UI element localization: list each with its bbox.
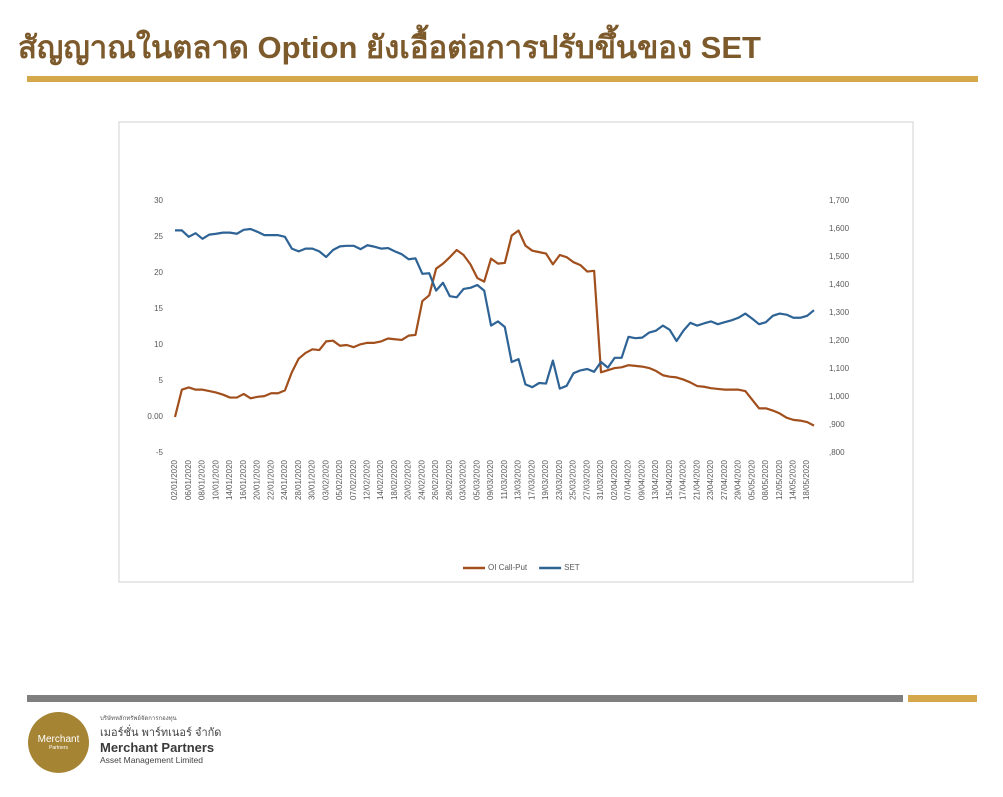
- x-tick-label: 22/01/2020: [266, 459, 275, 500]
- x-tick-label: 28/02/2020: [445, 459, 454, 500]
- x-tick-label: 15/04/2020: [665, 459, 674, 500]
- x-tick-label: 05/02/2020: [335, 459, 344, 500]
- y-tick-label: 10: [154, 340, 163, 349]
- y2-tick-label: ,900: [829, 420, 845, 429]
- x-tick-label: 05/05/2020: [747, 459, 756, 500]
- logo-text: Partners: [49, 745, 68, 751]
- y-tick-label: 25: [154, 232, 163, 241]
- brand-text: บริษัทหลักทรัพย์จัดการกองทุน: [100, 716, 177, 722]
- x-tick-label: 14/05/2020: [788, 459, 797, 500]
- series-line: [173, 229, 815, 427]
- y-tick-label: -5: [156, 448, 164, 457]
- x-tick-label: 07/02/2020: [349, 459, 358, 500]
- series-line: [175, 227, 815, 390]
- footer-rule-accent: [908, 695, 977, 702]
- x-tick-label: 11/03/2020: [500, 459, 509, 499]
- x-tick-label: 20/02/2020: [404, 459, 413, 500]
- x-tick-label: 03/02/2020: [321, 459, 330, 500]
- x-tick-label: 13/03/2020: [514, 459, 523, 500]
- x-tick-label: 17/03/2020: [527, 459, 536, 500]
- x-tick-label: 02/04/2020: [610, 459, 619, 500]
- x-tick-label: 12/02/2020: [362, 459, 371, 500]
- slide-title: สัญญาณในตลาด Option ยังเอื้อต่อการปรับขึ…: [18, 30, 761, 65]
- x-tick-label: 25/03/2020: [569, 459, 578, 500]
- x-tick-label: 27/03/2020: [582, 459, 591, 500]
- y2-tick-label: 1,100: [829, 364, 850, 373]
- y2-tick-label: 1,400: [829, 280, 850, 289]
- brand-text: Asset Management Limited: [100, 755, 203, 765]
- x-tick-label: 06/01/2020: [184, 459, 193, 500]
- x-tick-label: 21/04/2020: [692, 459, 701, 500]
- y-tick-label: 20: [154, 268, 163, 277]
- x-tick-label: 17/04/2020: [679, 459, 688, 500]
- y2-tick-label: ,800: [829, 448, 845, 457]
- x-tick-label: 28/01/2020: [294, 459, 303, 500]
- y2-tick-label: 1,700: [829, 196, 850, 205]
- brand: บริษัทหลักทรัพย์จัดการกองทุน เมอร์ชั่น พ…: [100, 713, 221, 765]
- x-tick-label: 23/04/2020: [706, 459, 715, 500]
- y-tick-label: 5: [159, 376, 164, 385]
- y2-tick-label: 1,600: [829, 224, 850, 233]
- x-tick-label: 02/01/2020: [170, 459, 179, 500]
- y-tick-label: 0.00: [147, 412, 163, 421]
- x-tick-label: 14/02/2020: [376, 459, 385, 500]
- x-tick-label: 08/05/2020: [761, 459, 770, 500]
- title-rule: [27, 76, 978, 82]
- x-tick-label: 14/01/2020: [225, 459, 234, 500]
- y2-tick-label: 1,200: [829, 336, 850, 345]
- x-tick-label: 18/05/2020: [802, 459, 811, 500]
- legend-label: SET: [564, 563, 580, 572]
- y-tick-label: 15: [154, 304, 163, 313]
- logo-text: Merchant: [37, 734, 80, 745]
- x-tick-label: 03/03/2020: [459, 459, 468, 500]
- x-tick-label: 09/04/2020: [637, 459, 646, 500]
- x-tick-label: 10/01/2020: [211, 459, 220, 500]
- y-tick-label: 30: [154, 196, 163, 205]
- x-tick-label: 13/04/2020: [651, 459, 660, 500]
- x-tick-label: 18/02/2020: [390, 459, 399, 500]
- x-tick-label: 12/05/2020: [775, 459, 784, 500]
- x-tick-label: 08/01/2020: [198, 459, 207, 500]
- x-tick-label: 31/03/2020: [596, 459, 605, 500]
- x-tick-label: 19/03/2020: [541, 459, 550, 500]
- y2-tick-label: 1,300: [829, 308, 850, 317]
- chart: -5 0.00 5 10 15 20 25 30 ,800 ,900 1,000 1,100 1,200…: [118, 121, 914, 583]
- x-tick-label: 07/04/2020: [624, 459, 633, 500]
- x-tick-label: 27/04/2020: [720, 459, 729, 500]
- chart-frame: [118, 121, 914, 583]
- x-tick-label: 26/02/2020: [431, 459, 440, 500]
- y2-tick-label: 1,500: [829, 252, 850, 261]
- brand-text: Merchant Partners: [100, 740, 215, 755]
- x-tick-label: 05/03/2020: [472, 459, 481, 500]
- x-tick-label: 16/01/2020: [239, 459, 248, 500]
- x-tick-label: 23/03/2020: [555, 459, 564, 500]
- x-tick-label: 24/02/2020: [417, 459, 426, 500]
- x-tick-label: 09/03/2020: [486, 459, 495, 500]
- x-tick-label: 20/01/2020: [253, 459, 262, 500]
- x-tick-label: 30/01/2020: [308, 459, 317, 500]
- x-tick-label: 24/01/2020: [280, 459, 289, 500]
- x-tick-label: 29/04/2020: [734, 459, 743, 500]
- legend-label: OI Call-Put: [488, 563, 528, 572]
- footer-rule: [27, 695, 903, 702]
- logo: Merchant Partners: [28, 712, 89, 773]
- brand-text: เมอร์ชั่น พาร์ทเนอร์ จำกัด: [100, 727, 222, 739]
- y2-tick-label: 1,000: [829, 392, 850, 401]
